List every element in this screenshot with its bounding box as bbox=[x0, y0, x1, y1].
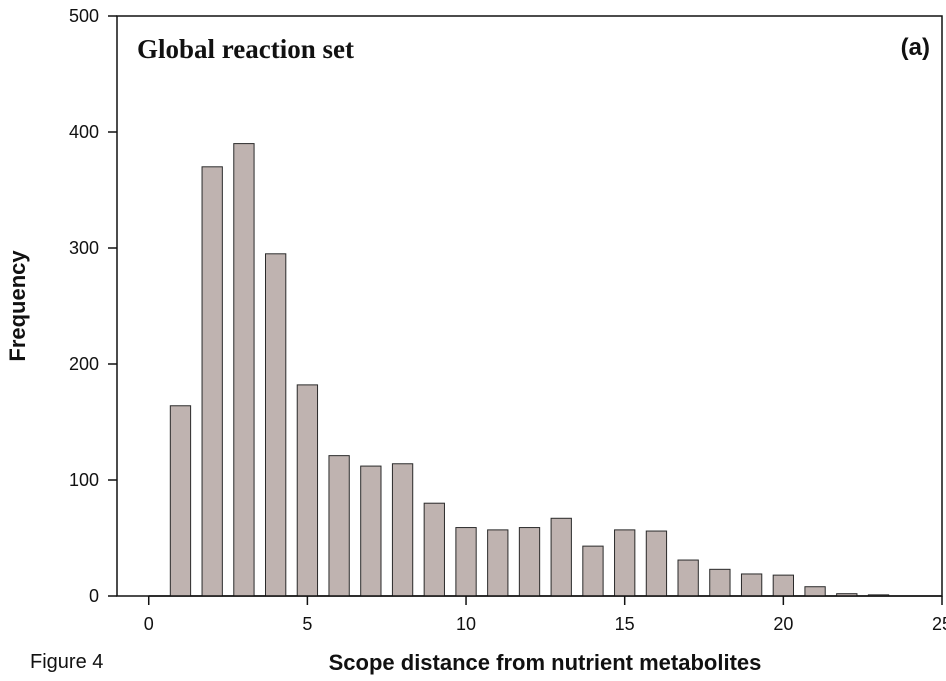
bar-16 bbox=[645, 530, 668, 597]
bars-group bbox=[148, 143, 942, 597]
x-tick-label: 15 bbox=[615, 614, 635, 634]
bar-15 bbox=[614, 529, 636, 597]
bar-13 bbox=[550, 517, 572, 597]
chart-title: Global reaction set bbox=[137, 34, 354, 64]
x-tick-label: 0 bbox=[144, 614, 154, 634]
bar-18 bbox=[709, 568, 731, 597]
bar-11 bbox=[487, 529, 509, 597]
y-tick-label: 200 bbox=[69, 354, 99, 374]
figure-label: Figure 4 bbox=[30, 651, 103, 673]
bar-5 bbox=[296, 384, 319, 597]
bar-4 bbox=[265, 253, 287, 597]
bar-10 bbox=[455, 527, 477, 597]
y-tick-label: 300 bbox=[69, 238, 99, 258]
y-tick-label: 400 bbox=[69, 122, 99, 142]
y-tick-label: 0 bbox=[89, 586, 99, 606]
bar-1 bbox=[169, 405, 192, 597]
bar-17 bbox=[677, 559, 699, 597]
x-axis: 0 5 10 15 20 25 bbox=[144, 596, 946, 634]
x-axis-title: Scope distance from nutrient metabolites bbox=[329, 650, 762, 675]
bar-2 bbox=[201, 166, 223, 597]
x-tick-label: 25 bbox=[932, 614, 946, 634]
y-axis: 0 100 200 300 400 500 bbox=[69, 6, 117, 606]
bar-8 bbox=[391, 463, 414, 597]
x-tick-label: 20 bbox=[773, 614, 793, 634]
bar-19 bbox=[740, 573, 763, 597]
panel-label: (a) bbox=[901, 34, 930, 61]
bar-6 bbox=[328, 455, 350, 597]
y-axis-title: Frequency bbox=[5, 250, 30, 362]
y-tick-label: 100 bbox=[69, 470, 99, 490]
bar-9 bbox=[423, 502, 445, 597]
bar-14 bbox=[582, 545, 604, 597]
x-tick-label: 5 bbox=[302, 614, 312, 634]
x-tick-label: 10 bbox=[456, 614, 476, 634]
y-tick-label: 500 bbox=[69, 6, 99, 26]
bar-20 bbox=[772, 574, 795, 597]
bar-21 bbox=[804, 586, 826, 597]
bar-7 bbox=[360, 465, 382, 597]
bar-12 bbox=[518, 527, 541, 597]
bar-3 bbox=[233, 143, 255, 597]
